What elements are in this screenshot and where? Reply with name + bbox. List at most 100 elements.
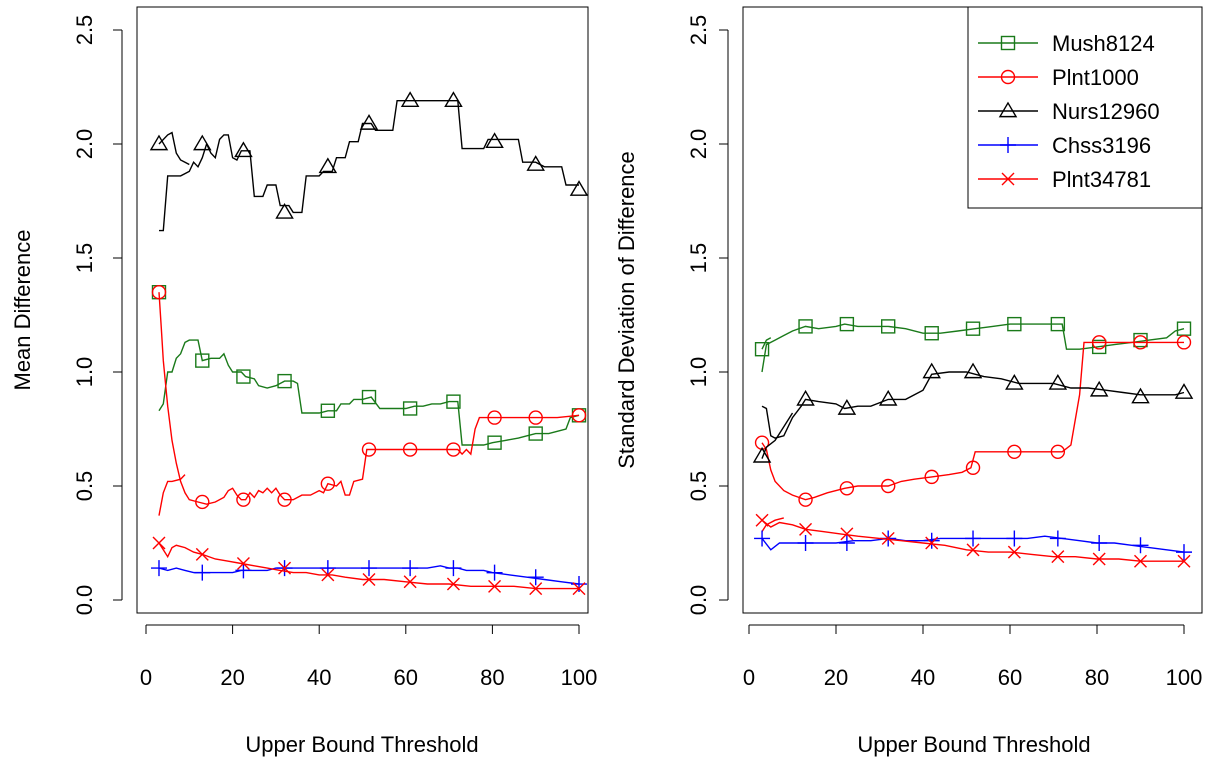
axes-right: 0 20 40 60 80 100 0.0 0.5 1.0 1.5 2.0 2.5 xyxy=(686,15,1202,690)
point-nurs12960 xyxy=(1131,387,1150,404)
series-chss3196 xyxy=(150,560,587,593)
x-tick-label: 80 xyxy=(480,665,504,690)
line-plnt1000 xyxy=(158,292,580,505)
x-tick-label: 40 xyxy=(911,665,935,690)
point-plnt34781 xyxy=(278,561,292,575)
point-mush8124 xyxy=(1050,316,1066,332)
point-mush8124 xyxy=(1176,321,1192,336)
point-plnt34781 xyxy=(755,513,769,527)
legend-box xyxy=(967,6,1203,209)
legend-marker xyxy=(1000,35,1016,51)
series-plnt34781 xyxy=(755,513,1191,568)
point-nurs12960 xyxy=(796,389,815,406)
y-tick-label: 0.5 xyxy=(686,471,711,502)
series-mush8124 xyxy=(754,316,1192,373)
x-tick-label: 100 xyxy=(1166,665,1203,690)
series-mush8124 xyxy=(151,285,587,450)
point-nurs12960 xyxy=(149,134,169,151)
series-nurs12960 xyxy=(752,362,1194,463)
point-chss3196 xyxy=(402,560,419,577)
point-nurs12960 xyxy=(400,91,420,108)
point-mush8124 xyxy=(320,403,336,418)
point-chss3196 xyxy=(1049,530,1066,547)
legend-marker xyxy=(998,101,1018,118)
point-plnt34781 xyxy=(966,543,980,557)
point-plnt34781 xyxy=(840,527,854,541)
x-tick-label: 0 xyxy=(140,665,152,690)
point-chss3196 xyxy=(235,562,252,579)
point-mush8124 xyxy=(1091,339,1107,355)
point-chss3196 xyxy=(965,530,982,547)
x-tick-label: 40 xyxy=(307,665,331,690)
legend-label: Plnt1000 xyxy=(1052,65,1139,90)
series-right xyxy=(752,316,1194,568)
point-plnt1000 xyxy=(881,478,896,494)
point-nurs12960 xyxy=(1089,380,1109,397)
point-nurs12960 xyxy=(193,134,212,151)
legend-marker xyxy=(1001,172,1015,186)
point-plnt34781 xyxy=(529,582,543,596)
point-plnt1000 xyxy=(402,442,418,457)
point-chss3196 xyxy=(571,576,587,593)
point-chss3196 xyxy=(923,532,940,549)
x-axis-label-left: Upper Bound Threshold xyxy=(245,732,478,757)
legend: Mush8124 Plnt1000 Nurs12960 Chss3196 Plnt347… xyxy=(967,6,1203,209)
point-plnt1000 xyxy=(924,469,939,485)
y-axis-label-right: Standard Deviation of Difference xyxy=(614,151,639,469)
point-mush8124 xyxy=(754,342,770,357)
line-nurs12960-branch xyxy=(761,412,794,459)
point-plnt1000 xyxy=(839,481,855,496)
point-plnt34781 xyxy=(1092,552,1106,566)
line-plnt34781 xyxy=(761,519,1184,562)
point-nurs12960 xyxy=(359,114,379,130)
point-mush8124 xyxy=(487,435,502,450)
point-mush8124 xyxy=(402,401,418,416)
x-tick-label: 0 xyxy=(743,665,755,690)
point-plnt1000 xyxy=(1176,335,1192,350)
legend-label: Chss3196 xyxy=(1052,133,1151,158)
point-plnt34781 xyxy=(236,557,250,571)
line-mush8124 xyxy=(158,339,580,446)
line-plnt1000-branch xyxy=(761,517,784,532)
line-plnt1000 xyxy=(761,341,1184,501)
point-nurs12960 xyxy=(526,155,545,171)
point-plnt1000 xyxy=(1050,444,1066,459)
point-plnt34781 xyxy=(195,547,209,561)
y-tick-label: 0.5 xyxy=(72,471,97,502)
point-plnt1000 xyxy=(277,492,292,507)
point-chss3196 xyxy=(1006,530,1023,547)
point-mush8124 xyxy=(924,326,939,341)
x-tick-label: 20 xyxy=(824,665,848,690)
point-nurs12960 xyxy=(922,362,941,379)
point-chss3196 xyxy=(150,560,167,577)
series-plnt34781 xyxy=(152,536,586,596)
point-chss3196 xyxy=(1176,544,1192,561)
line-mush8124 xyxy=(761,323,1185,373)
legend-label: Plnt34781 xyxy=(1052,167,1151,192)
point-chss3196 xyxy=(319,560,336,577)
y-tick-label: 1.5 xyxy=(72,243,97,274)
point-nurs12960 xyxy=(234,141,253,158)
y-tick-label: 2.5 xyxy=(72,15,97,46)
legend-marker xyxy=(1000,69,1016,85)
legend-label: Nurs12960 xyxy=(1052,99,1160,124)
x-tick-label: 20 xyxy=(220,665,244,690)
y-tick-label: 2.0 xyxy=(72,129,97,160)
point-plnt34781 xyxy=(1177,554,1191,568)
point-chss3196 xyxy=(838,535,855,551)
line-nurs12960-branch xyxy=(158,131,190,166)
point-nurs12960 xyxy=(837,399,857,415)
point-plnt34781 xyxy=(488,579,502,593)
point-mush8124 xyxy=(528,426,543,441)
line-plnt1000-branch xyxy=(158,474,186,516)
point-nurs12960 xyxy=(444,91,463,108)
point-mush8124 xyxy=(277,373,292,389)
panel-mean-difference: 0 20 40 60 80 100 0.0 0.5 1.0 1.5 2.0 2.5 Upper Bou… xyxy=(10,6,597,757)
point-nurs12960 xyxy=(318,157,338,174)
legend-entry-plnt1000: Plnt1000 xyxy=(978,65,1139,90)
point-nurs12960 xyxy=(1048,373,1068,390)
point-plnt1000 xyxy=(151,285,167,300)
point-chss3196 xyxy=(360,560,377,577)
point-plnt1000 xyxy=(236,492,251,507)
